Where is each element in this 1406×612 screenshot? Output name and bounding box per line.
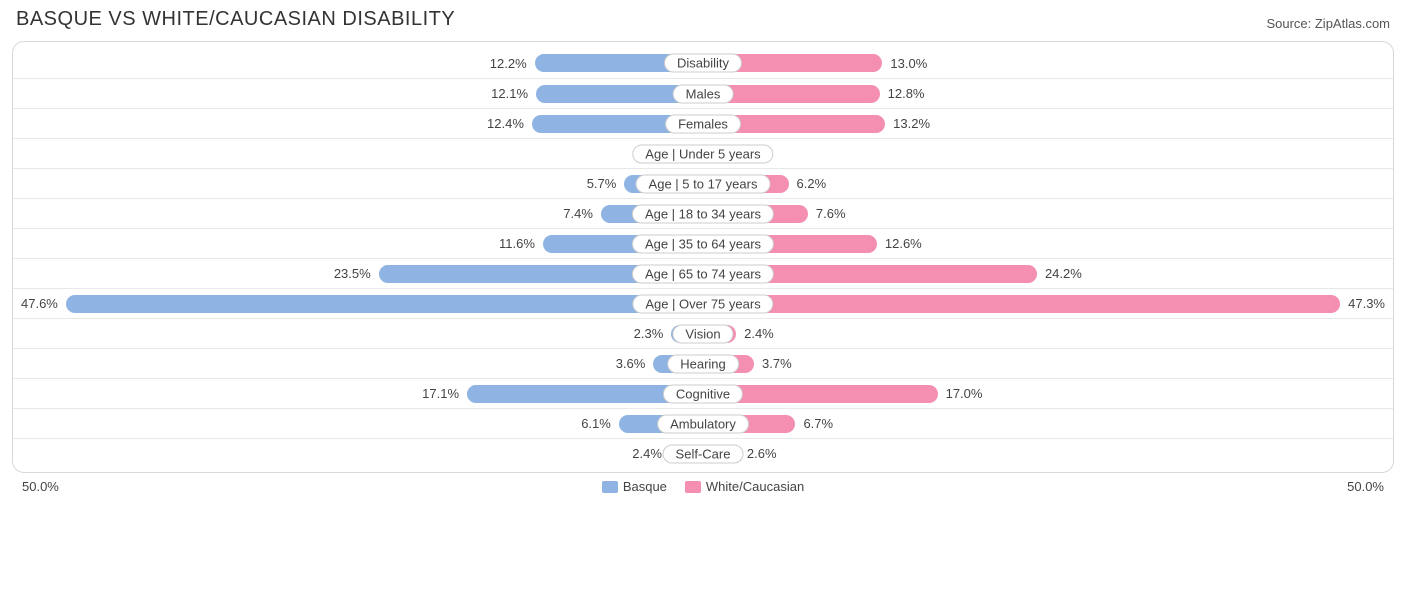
right-value: 6.2% [789,176,835,191]
header: BASQUE VS WHITE/CAUCASIAN DISABILITY Sou… [12,8,1394,31]
row-label: Age | 18 to 34 years [632,204,774,223]
row-label: Females [665,114,741,133]
legend-swatch-left [602,481,618,493]
source-label: Source: ZipAtlas.com [1266,16,1390,31]
row-label: Age | 5 to 17 years [636,174,771,193]
row-left-half: 12.2% [13,48,703,78]
left-value: 47.6% [13,296,66,311]
right-value: 13.2% [885,116,938,131]
chart-row: 12.2% 13.0% Disability [13,48,1393,78]
left-value: 12.1% [483,86,536,101]
left-value: 12.4% [479,116,532,131]
row-label: Age | Over 75 years [632,294,773,313]
left-value: 5.7% [579,176,625,191]
row-left-half: 2.4% [13,439,703,468]
chart-row: 23.5% 24.2% Age | 65 to 74 years [13,258,1393,288]
legend-swatch-right [685,481,701,493]
row-label: Cognitive [663,384,743,403]
right-bar [703,295,1340,313]
legend-label-left: Basque [623,479,667,494]
left-value: 12.2% [482,56,535,71]
chart-footer: 50.0% Basque White/Caucasian 50.0% [12,473,1394,494]
row-label: Age | 65 to 74 years [632,264,774,283]
right-value: 2.4% [736,326,782,341]
row-left-half: 7.4% [13,199,703,228]
left-value: 17.1% [414,386,467,401]
row-right-half: 13.2% [703,109,1393,138]
right-value: 6.7% [795,416,841,431]
left-value: 23.5% [326,266,379,281]
right-value: 24.2% [1037,266,1090,281]
right-value: 12.8% [880,86,933,101]
right-value: 12.6% [877,236,930,251]
chart-row: 1.3%1.7%Age | Under 5 years [13,138,1393,168]
left-value: 2.3% [626,326,672,341]
legend: Basque White/Caucasian [602,479,804,494]
chart-row: 5.7% 6.2% Age | 5 to 17 years [13,168,1393,198]
chart-row: 12.4% 13.2% Females [13,108,1393,138]
right-value: 7.6% [808,206,854,221]
left-value: 11.6% [491,236,543,251]
row-right-half: 7.6% [703,199,1393,228]
left-bar [66,295,703,313]
row-label: Disability [664,54,742,73]
row-left-half: 23.5% [13,259,703,288]
row-left-half: 17.1% [13,379,703,408]
left-value: 6.1% [573,416,619,431]
right-value: 2.6% [739,446,785,461]
chart-row: 2.3% 2.4%Vision [13,318,1393,348]
row-left-half: 47.6% [13,289,703,318]
chart-row: 2.4% 2.6%Self-Care [13,438,1393,468]
row-right-half: 1.7% [703,139,1393,168]
chart-row: 6.1% 6.7% Ambulatory [13,408,1393,438]
chart-row: 12.1% 12.8% Males [13,78,1393,108]
row-label: Hearing [667,354,739,373]
row-label: Age | Under 5 years [632,144,773,163]
row-right-half: 47.3% [703,289,1393,318]
row-right-half: 2.4% [703,319,1393,348]
right-value: 47.3% [1340,296,1393,311]
row-left-half: 12.4% [13,109,703,138]
chart-row: 11.6% 12.6% Age | 35 to 64 years [13,228,1393,258]
legend-item-left: Basque [602,479,667,494]
axis-left-max: 50.0% [22,479,59,494]
right-value: 17.0% [938,386,991,401]
row-label: Vision [672,324,733,343]
axis-right-max: 50.0% [1347,479,1384,494]
row-left-half: 12.1% [13,79,703,108]
row-right-half: 6.2% [703,169,1393,198]
left-value: 7.4% [555,206,601,221]
row-right-half: 17.0% [703,379,1393,408]
row-left-half: 2.3% [13,319,703,348]
chart-row: 7.4% 7.6% Age | 18 to 34 years [13,198,1393,228]
row-left-half: 3.6% [13,349,703,378]
legend-item-right: White/Caucasian [685,479,804,494]
chart-title: BASQUE VS WHITE/CAUCASIAN DISABILITY [16,8,455,31]
chart-row: 47.6% 47.3% Age | Over 75 years [13,288,1393,318]
row-right-half: 12.8% [703,79,1393,108]
row-left-half: 1.3% [13,139,703,168]
row-label: Self-Care [663,444,744,463]
row-right-half: 6.7% [703,409,1393,438]
chart-row: 17.1% 17.0% Cognitive [13,378,1393,408]
row-right-half: 3.7% [703,349,1393,378]
row-right-half: 2.6% [703,439,1393,468]
row-right-half: 13.0% [703,48,1393,78]
left-value: 3.6% [608,356,654,371]
right-value: 3.7% [754,356,800,371]
right-value: 13.0% [882,56,935,71]
chart-row: 3.6% 3.7% Hearing [13,348,1393,378]
legend-label-right: White/Caucasian [706,479,804,494]
row-label: Ambulatory [657,414,749,433]
diverging-bar-chart: 12.2% 13.0% Disability 12.1% 12.8% Males 12.4%… [12,41,1394,473]
row-label: Age | 35 to 64 years [632,234,774,253]
row-right-half: 12.6% [703,229,1393,258]
row-left-half: 6.1% [13,409,703,438]
row-right-half: 24.2% [703,259,1393,288]
row-left-half: 5.7% [13,169,703,198]
row-left-half: 11.6% [13,229,703,258]
row-label: Males [673,84,734,103]
